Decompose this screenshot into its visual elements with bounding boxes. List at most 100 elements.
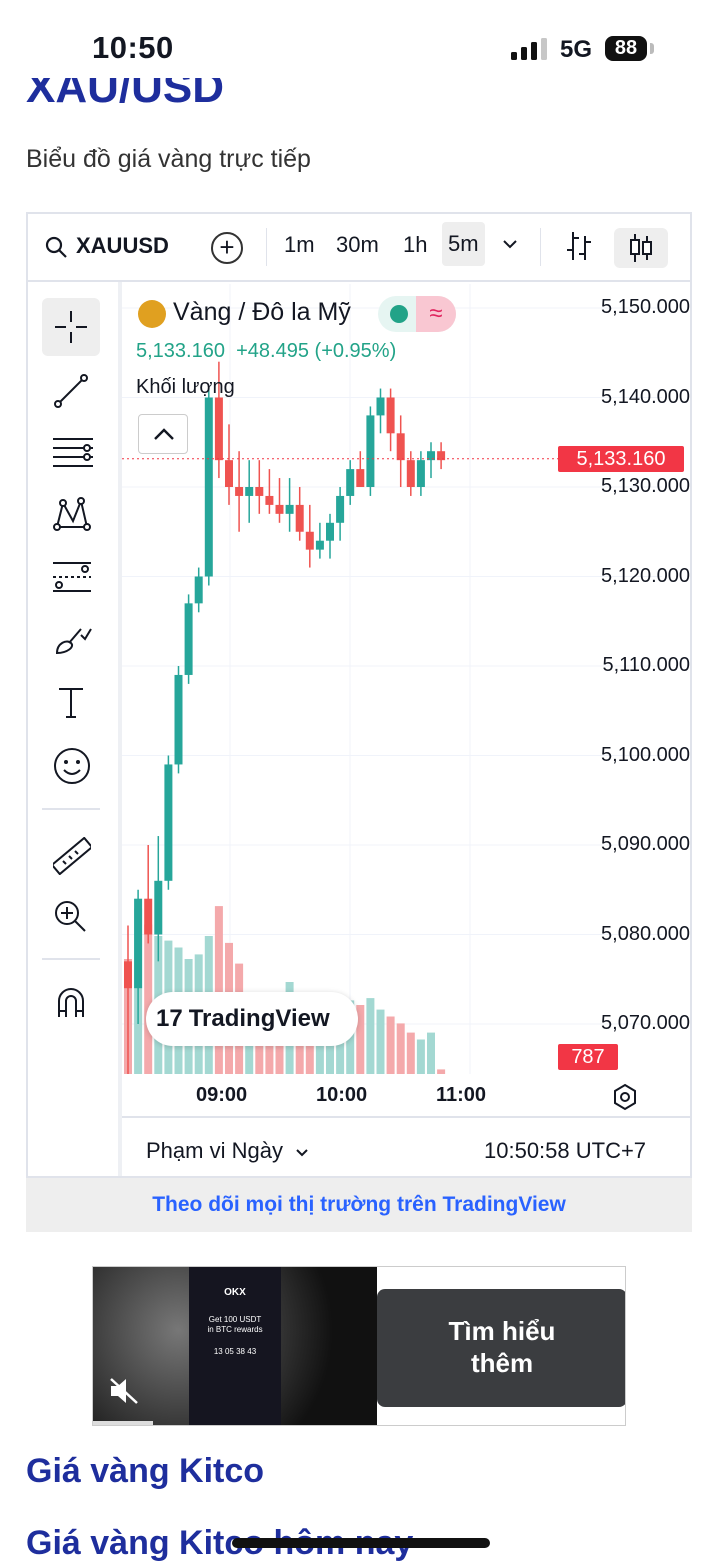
candle-body <box>285 504 294 514</box>
chart-clock[interactable]: 10:50:58 UTC+7 <box>484 1138 647 1163</box>
timeframe-5m[interactable]: 5m <box>442 222 485 266</box>
drawing-toolbar <box>28 282 116 1176</box>
mute-icon[interactable] <box>109 1377 139 1412</box>
volume-bar <box>386 1016 395 1074</box>
symbol-search[interactable]: XAUUSD <box>44 233 172 263</box>
collapse-legend-button[interactable] <box>138 414 188 454</box>
candle-body <box>265 495 274 505</box>
measure-tool[interactable] <box>42 826 100 884</box>
candle-body <box>194 576 203 604</box>
tool-divider <box>42 958 100 960</box>
projection-tool[interactable] <box>42 548 100 606</box>
candle-body <box>275 504 284 514</box>
video-ad[interactable]: OKX Get 100 USDT in BTC rewards 13 05 38… <box>92 1266 626 1426</box>
candle-body <box>204 397 213 577</box>
battery-tip <box>650 43 654 54</box>
trend-line-tool[interactable] <box>42 362 100 420</box>
timeframe-1m[interactable]: 1m <box>284 232 315 257</box>
market-status-pill[interactable]: ≈ <box>378 296 456 332</box>
ad-progress-bar <box>93 1421 153 1425</box>
text-icon <box>59 688 83 718</box>
bottom-divider <box>122 1116 690 1118</box>
price-tick-label: 5,080.000 <box>601 922 690 945</box>
volume-bar <box>376 1009 385 1074</box>
candle-body <box>437 451 446 461</box>
price-tick-label: 5,150.000 <box>601 296 690 318</box>
home-indicator[interactable] <box>232 1538 490 1548</box>
candle-body <box>174 674 183 765</box>
chevron-up-icon <box>154 428 174 440</box>
candle-body <box>406 460 415 487</box>
brush-tool[interactable] <box>42 610 100 668</box>
time-tick-label: 09:00 <box>196 1084 248 1106</box>
candle-style-icon[interactable] <box>614 228 668 268</box>
compare-symbol-button[interactable]: + <box>211 232 243 264</box>
crosshair-tool[interactable] <box>42 298 100 356</box>
tv-logo-icon: 17 <box>156 1005 183 1032</box>
tradingview-link[interactable]: Theo dõi mọi thị trường trên TradingView <box>26 1178 692 1232</box>
candle-body <box>386 397 395 434</box>
volume-bar <box>214 906 223 1074</box>
legend-price: 5,133.160 <box>136 340 225 362</box>
zoom-in-icon <box>55 901 86 932</box>
volume-label: Khối lượng <box>136 376 235 398</box>
market-open-dot <box>390 305 408 323</box>
network-type: 5G <box>560 36 593 63</box>
candle-body <box>255 487 264 496</box>
emoji-tool[interactable] <box>42 736 100 794</box>
status-bar: 10:50 5G 88 <box>0 0 720 96</box>
smiley-icon <box>54 748 90 784</box>
fib-tool[interactable] <box>42 424 100 482</box>
volume-bar <box>396 1023 405 1074</box>
ad-phone-text: Get 100 USDT <box>208 1315 262 1324</box>
candle-body <box>315 540 324 550</box>
candle-body <box>356 469 365 487</box>
status-time: 10:50 <box>92 30 174 65</box>
volume-bar <box>144 924 153 1074</box>
date-range-select[interactable]: Phạm vi Ngày <box>146 1138 309 1164</box>
tradingview-logo[interactable]: 17 TradingView <box>146 992 358 1046</box>
candle-body <box>416 460 425 487</box>
text-tool[interactable] <box>42 674 100 732</box>
price-tick-label: 5,100.000 <box>601 743 690 766</box>
page-subtitle: Biểu đồ giá vàng trực tiếp <box>26 145 311 173</box>
candle-body <box>154 880 163 935</box>
candle-body <box>396 433 405 461</box>
timeframe-30m[interactable]: 30m <box>336 232 379 257</box>
candle-body <box>225 460 233 487</box>
ad-phone-text-2: in BTC rewards <box>207 1325 263 1334</box>
battery-icon: 88 <box>605 36 647 61</box>
candle-body <box>164 764 173 881</box>
bar-style-icon[interactable] <box>564 228 594 269</box>
learn-more-button[interactable]: Tìm hiểu thêm <box>377 1289 625 1407</box>
legend-change: +48.495 <box>236 340 309 362</box>
legend-values: 5,133.160 +48.495 (+0.95%) <box>136 340 396 363</box>
volume-bar <box>416 1039 425 1074</box>
candle-body <box>427 451 435 461</box>
candle-body <box>336 495 345 523</box>
candle-body <box>305 531 314 550</box>
ad-video[interactable]: OKX Get 100 USDT in BTC rewards 13 05 38… <box>93 1267 377 1425</box>
kitco-heading[interactable]: Giá vàng Kitco <box>26 1452 265 1490</box>
ruler-icon <box>53 837 91 875</box>
timeframe-1h[interactable]: 1h <box>403 232 428 257</box>
magnet-tool[interactable] <box>42 974 100 1032</box>
candle-body <box>245 487 254 496</box>
tool-divider <box>42 808 100 810</box>
magnet-icon <box>58 988 84 1017</box>
approx-icon: ≈ <box>416 296 456 332</box>
tv-logo-text: TradingView <box>188 1005 330 1032</box>
xabcd-pattern-icon <box>53 497 91 531</box>
timeframe-dropdown-icon[interactable] <box>502 236 518 254</box>
chart-settings-icon[interactable] <box>610 1082 640 1117</box>
candle-body <box>134 898 143 989</box>
toolbar-divider <box>540 228 541 266</box>
time-tick-label: 10:00 <box>316 1084 368 1106</box>
current-price-tag: 5,133.160 <box>558 445 684 472</box>
zoom-tool[interactable] <box>42 888 100 946</box>
gold-symbol-icon <box>138 300 166 328</box>
pattern-tool[interactable] <box>42 486 100 544</box>
candle-body <box>144 898 153 935</box>
price-tick-label: 5,090.000 <box>601 833 690 855</box>
candle-body <box>214 397 223 461</box>
